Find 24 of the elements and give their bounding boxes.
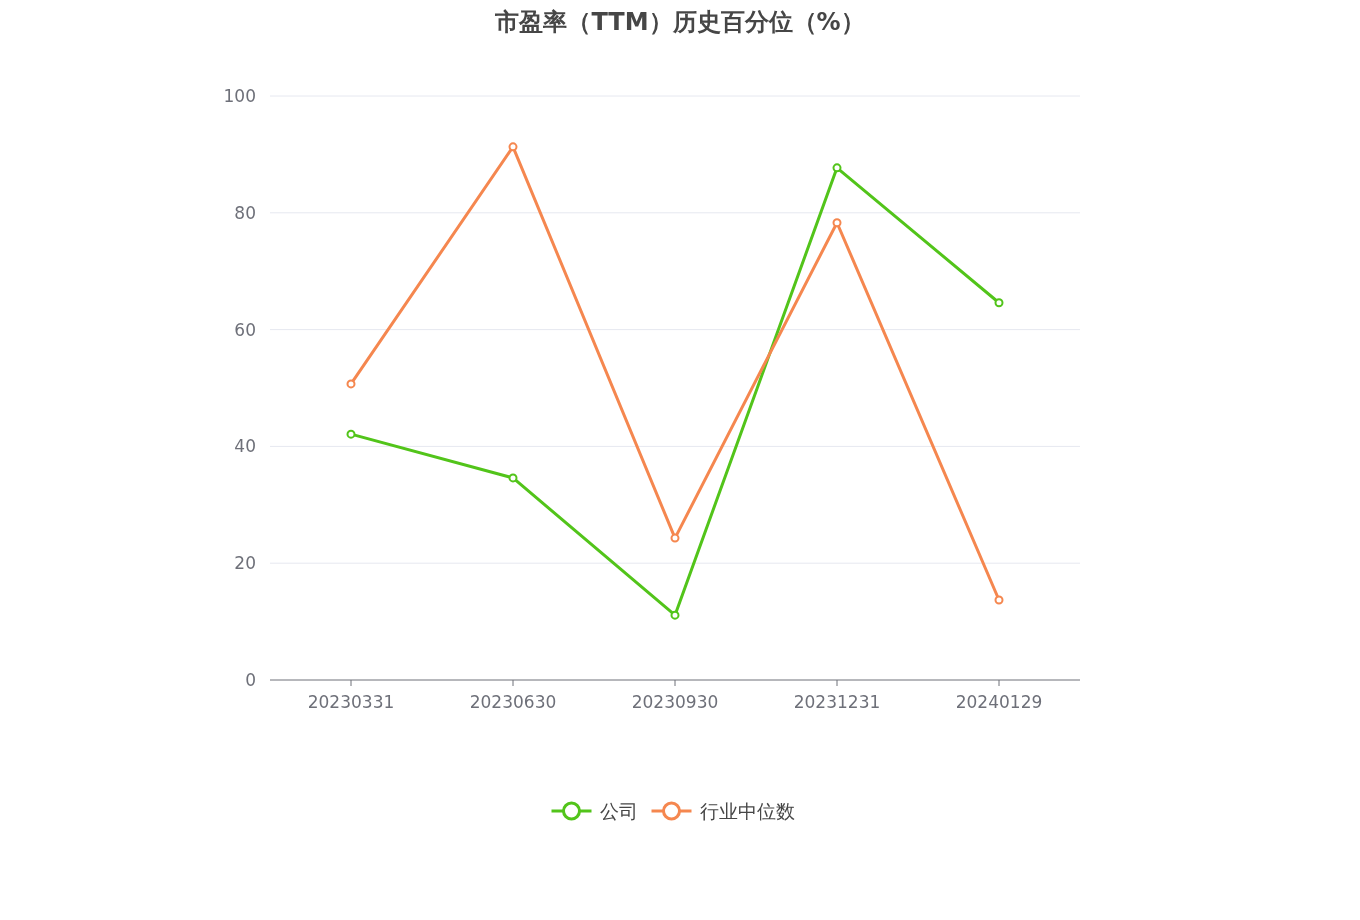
point: [670, 610, 680, 620]
x-tick-label: 20240129: [955, 692, 1043, 712]
point: [346, 429, 356, 439]
y-tick-label: 60: [234, 319, 256, 340]
y-tick-label: 40: [234, 436, 256, 457]
chart-title: 市盈率（TTM）历史百分位（%）: [494, 8, 865, 36]
point: [670, 533, 680, 543]
point: [994, 298, 1004, 308]
point: [994, 595, 1004, 605]
y-tick-label: 80: [234, 202, 256, 223]
y-tick-label: 20: [234, 553, 256, 574]
x-tick-label: 20230630: [469, 692, 557, 712]
point: [832, 218, 842, 228]
y-tick-label: 0: [245, 670, 256, 690]
x-tick-label: 20231231: [793, 692, 881, 712]
x-tick-label: 20230331: [307, 692, 395, 712]
legend-label: 行业中位数: [699, 800, 795, 822]
point: [508, 142, 518, 152]
point: [832, 163, 842, 173]
x-tick-label: 20230930: [631, 692, 719, 712]
legend-label: 公司: [599, 800, 638, 822]
y-tick-label: 100: [223, 86, 256, 106]
point: [346, 379, 356, 389]
point: [508, 473, 518, 483]
